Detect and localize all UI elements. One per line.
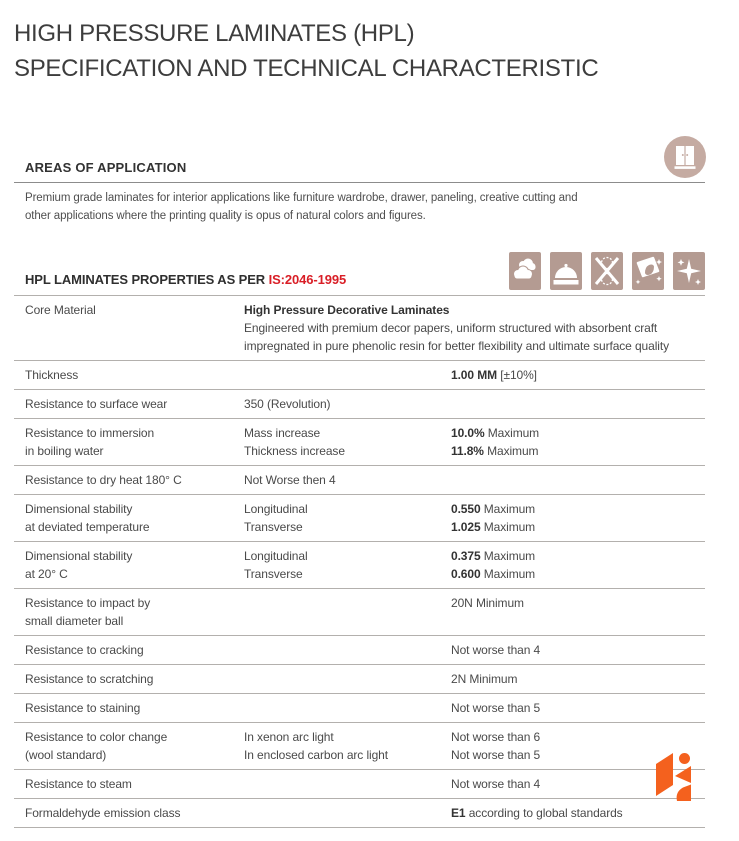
table-cell-mid: Mass increase Thickness increase bbox=[244, 426, 345, 458]
table-cell-value: Not worse than 4 bbox=[451, 643, 541, 657]
table-row: Dimensional stability at deviated tempera… bbox=[14, 495, 705, 542]
table-row: Resistance to staining Not worse than 5 bbox=[14, 694, 705, 723]
table-cell-mid: Longitudinal Transverse bbox=[244, 549, 308, 581]
table-row: Dimensional stability at 20° C Longitudina… bbox=[14, 542, 705, 589]
table-cell-label: Resistance to immersion in boiling water bbox=[25, 426, 155, 458]
termite-proof-icon bbox=[591, 252, 623, 290]
table-cell-value: E1 according to global standards bbox=[451, 806, 623, 820]
table-cell-label: Resistance to impact by small diameter ba… bbox=[25, 596, 151, 628]
table-cell-value: Not worse than 6 Not worse than 5 bbox=[451, 730, 541, 762]
page-title: HIGH PRESSURE LAMINATES (HPL) SPECIFICAT… bbox=[14, 16, 705, 86]
dome-abrasion-icon bbox=[550, 252, 582, 290]
table-cell-label: Dimensional stability at 20° C bbox=[25, 549, 133, 581]
properties-header: HPL LAMINATES PROPERTIES AS PER IS:2046-… bbox=[14, 252, 705, 290]
table-row: Resistance to color change (wool standard… bbox=[14, 723, 705, 770]
table-cell-label: Resistance to dry heat 180° C bbox=[25, 473, 182, 487]
standard-code: IS:2046-1995 bbox=[268, 272, 347, 287]
table-cell-mid: 350 (Revolution) bbox=[244, 397, 331, 411]
table-cell-mid bbox=[244, 804, 451, 822]
table-cell-value: 0.375 Maximum 0.600 Maximum bbox=[451, 549, 536, 581]
table-cell-value: 2N Minimum bbox=[451, 672, 518, 686]
table-row: Resistance to surface wear 350 (Revolutio… bbox=[14, 390, 705, 419]
areas-of-application-body: Premium grade laminates for interior app… bbox=[25, 189, 705, 225]
table-cell-value: 10.0% Maximum 11.8% Maximum bbox=[451, 426, 540, 458]
wardrobe-icon bbox=[664, 136, 706, 178]
table-cell-value bbox=[451, 395, 705, 413]
wipe-clean-icon bbox=[632, 252, 664, 290]
table-row: Resistance to steam Not worse than 4 bbox=[14, 770, 705, 799]
table-cell-value: 1.00 MM [±10%] bbox=[451, 368, 537, 382]
table-cell-label: Formaldehyde emission class bbox=[25, 806, 181, 820]
table-row: Resistance to scratching 2N Minimum bbox=[14, 665, 705, 694]
table-cell-value: 0.550 Maximum 1.025 Maximum bbox=[451, 502, 536, 534]
table-row: Resistance to immersion in boiling water M… bbox=[14, 419, 705, 466]
table-cell-mid: In xenon arc light In enclosed carbon arc… bbox=[244, 730, 388, 762]
areas-body-line2: other applications where the printing qu… bbox=[25, 210, 426, 222]
page-title-line1: HIGH PRESSURE LAMINATES (HPL) bbox=[14, 20, 415, 47]
table-row: Resistance to dry heat 180° C Not Worse t… bbox=[14, 466, 705, 495]
table-cell-mid bbox=[244, 775, 451, 793]
properties-heading: HPL LAMINATES PROPERTIES AS PER IS:2046-… bbox=[14, 272, 346, 287]
table-cell-value: Not worse than 4 bbox=[451, 777, 541, 791]
table-cell-mid bbox=[244, 670, 451, 688]
table-cell-label: Resistance to scratching bbox=[25, 672, 154, 686]
table-row: Formaldehyde emission class E1 according … bbox=[14, 799, 705, 828]
table-cell-mid bbox=[244, 641, 451, 659]
table-cell-label: Resistance to color change (wool standard… bbox=[25, 730, 168, 762]
page-title-line2: SPECIFICATION AND TECHNICAL CHARACTERIST… bbox=[14, 55, 599, 82]
table-cell-label: Thickness bbox=[25, 368, 79, 382]
shine-sparkle-icon bbox=[673, 252, 705, 290]
table-cell-label: Resistance to cracking bbox=[25, 643, 144, 657]
table-cell-mid bbox=[244, 594, 451, 630]
properties-heading-text: HPL LAMINATES PROPERTIES AS PER bbox=[25, 272, 269, 287]
feature-icons-row bbox=[509, 252, 705, 290]
areas-of-application-heading: AREAS OF APPLICATION bbox=[14, 160, 705, 183]
clouds-icon bbox=[509, 252, 541, 290]
table-row: Resistance to cracking Not worse than 4 bbox=[14, 636, 705, 665]
table-row: Thickness 1.00 MM [±10%] bbox=[14, 361, 705, 390]
areas-body-line1: Premium grade laminates for interior app… bbox=[25, 192, 578, 204]
table-cell-mid: Longitudinal Transverse bbox=[244, 502, 308, 534]
table-cell-value: 20N Minimum bbox=[451, 596, 524, 610]
table-cell-label: Core Material bbox=[25, 303, 96, 317]
table-cell-label: Resistance to staining bbox=[25, 701, 141, 715]
table-cell-mid bbox=[244, 366, 451, 384]
table-cell-label: Resistance to steam bbox=[25, 777, 132, 791]
brand-logo-icon bbox=[656, 753, 694, 801]
table-cell-mid bbox=[244, 699, 451, 717]
table-cell-value bbox=[451, 471, 705, 489]
table-cell-label: Resistance to surface wear bbox=[25, 397, 168, 411]
properties-table: Core Material High Pressure Decorative La… bbox=[14, 295, 705, 828]
table-row: Core Material High Pressure Decorative La… bbox=[14, 296, 705, 361]
table-cell-mid: Not Worse then 4 bbox=[244, 473, 336, 487]
table-cell-mid: High Pressure Decorative Laminates Engine… bbox=[244, 303, 669, 353]
table-cell-label: Dimensional stability at deviated tempera… bbox=[25, 502, 150, 534]
table-cell-value: Not worse than 5 bbox=[451, 701, 541, 715]
table-row: Resistance to impact by small diameter ba… bbox=[14, 589, 705, 636]
